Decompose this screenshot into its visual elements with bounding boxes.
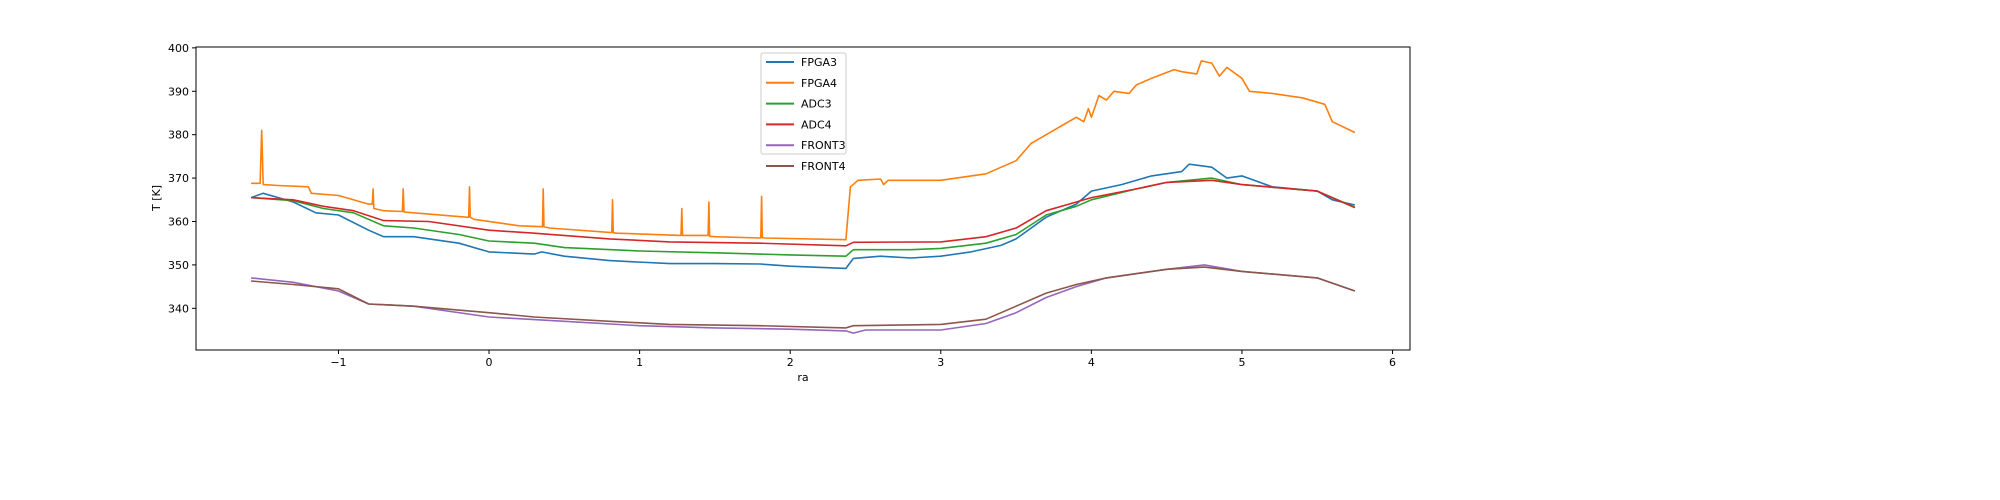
series-line-front3	[251, 264, 1356, 334]
series-line-adc4	[251, 179, 1356, 247]
legend-label: ADC3	[801, 98, 832, 111]
y-tick-label: 350	[168, 259, 189, 272]
series-layer	[250, 60, 1356, 334]
legend-label: FRONT3	[801, 139, 846, 152]
series-line-front4	[251, 266, 1356, 329]
legend-label: FRONT4	[801, 160, 846, 173]
legend: FPGA3 FPGA4 ADC3 ADC4 FRONT3 FRONT4	[760, 52, 847, 173]
y-tick-label: 390	[168, 85, 189, 98]
series-line-fpga3	[250, 163, 1356, 270]
x-tick-label: 2	[787, 356, 794, 369]
plot-frame	[195, 46, 1411, 351]
legend-label: ADC4	[801, 118, 832, 131]
x-tick-label: 1	[636, 356, 643, 369]
x-tick-label: 5	[1238, 356, 1245, 369]
legend-label: FPGA3	[801, 56, 837, 69]
x-tick-label: −1	[330, 356, 346, 369]
y-tick-label: 400	[168, 42, 189, 55]
y-axis-label: T [K]	[150, 185, 163, 212]
y-tick-label: 380	[168, 129, 189, 142]
legend-label: FPGA4	[801, 77, 837, 90]
legend-frame	[760, 52, 847, 155]
series-line-fpga4	[251, 60, 1356, 241]
x-tick-label: 3	[937, 356, 944, 369]
x-axis: −1 0 1 2 3 4 5 6	[330, 350, 1396, 369]
y-axis: 340 350 360 370 380 390 400	[168, 42, 196, 315]
x-tick-label: 4	[1088, 356, 1095, 369]
y-tick-label: 340	[168, 302, 189, 315]
y-tick-label: 370	[168, 172, 189, 185]
x-tick-label: 6	[1389, 356, 1396, 369]
x-tick-label: 0	[486, 356, 493, 369]
x-axis-label: ra	[797, 371, 808, 384]
y-tick-label: 360	[168, 216, 189, 229]
